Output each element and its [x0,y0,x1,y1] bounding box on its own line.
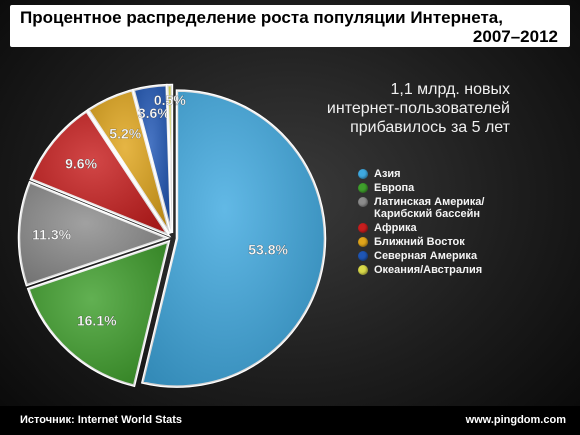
legend-item: Ближний Восток [358,236,568,248]
legend-label: Европа [374,182,415,194]
legend-item: Океания/Австралия [358,264,568,276]
site-url: www.pingdom.com [465,414,566,426]
pie-slice-shade [133,85,172,234]
slice-value-label: 16.1% [77,312,117,328]
pie-slice-shade [167,85,172,234]
slice-value-label: 11.3% [32,226,71,242]
footer: Источник: Internet World Stats www.pingd… [0,406,580,435]
slice-value-label: 53.8% [248,241,288,257]
legend: Азия Европа Латинская Америка/ Карибский б… [358,168,568,278]
legend-item: Азия [358,168,568,180]
pie-slice-shade [142,90,325,387]
legend-swatch [358,251,368,261]
legend-item: Европа [358,182,568,194]
legend-label: Ближний Восток [374,236,465,248]
legend-swatch [358,197,368,207]
legend-label: Африка [374,222,417,234]
pie-slice-shade [30,111,169,235]
chart-title-line1: Процентное распределение роста популяции… [20,8,503,27]
legend-label: Азия [374,168,401,180]
subtitle-line: прибавилось за 5 лет [350,119,510,136]
legend-item: Латинская Америка/ Карибский бассейн [358,196,568,220]
slice-value-label: 0.5% [154,92,186,108]
slice-value-label: 9.6% [65,156,97,172]
pie-slice-shade [28,241,169,386]
slice-value-label: 3.6% [138,105,170,121]
legend-swatch [358,237,368,247]
pie-slice-shade [19,182,168,286]
pie-slice-shade [88,90,170,234]
legend-label: Океания/Австралия [374,264,483,276]
legend-label: Латинская Америка/ Карибский бассейн [374,196,485,220]
legend-swatch [358,265,368,275]
subtitle-line: 1,1 млрд. новых [390,81,510,98]
subtitle-line: интернет-пользователей [326,100,510,117]
legend-item: Северная Америка [358,250,568,262]
source-text: Источник: Internet World Stats [20,414,183,426]
legend-item: Африка [358,222,568,234]
legend-swatch [358,169,368,179]
legend-swatch [358,223,368,233]
subtitle: 1,1 млрд. новых интернет-пользователей п… [250,80,510,137]
chart-title-line2: 2007–2012 [472,27,558,46]
legend-label: Северная Америка [374,250,478,262]
slice-value-label: 5.2% [109,125,141,141]
title-box: Процентное распределение роста популяции… [10,5,570,47]
legend-swatch [358,183,368,193]
